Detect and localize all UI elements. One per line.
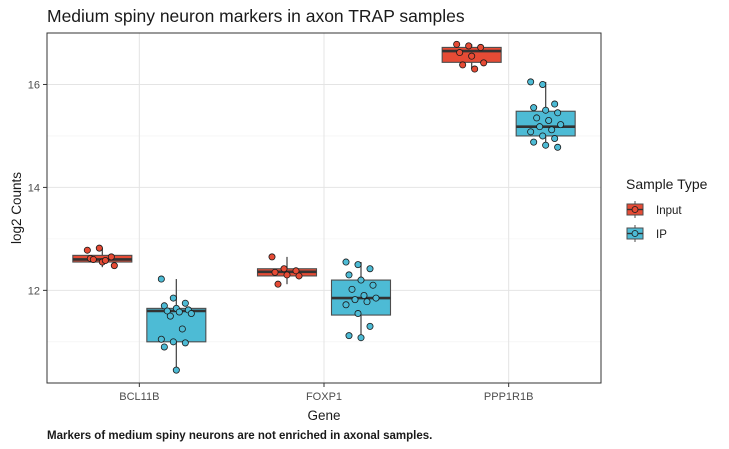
data-point xyxy=(363,298,371,306)
data-point xyxy=(169,338,177,346)
data-point xyxy=(357,334,365,342)
data-point xyxy=(480,59,488,67)
data-point xyxy=(530,138,538,146)
y-tick-label: 16 xyxy=(28,79,40,91)
data-point xyxy=(187,310,195,318)
data-point xyxy=(545,117,553,125)
legend-key-point xyxy=(631,206,639,213)
data-point xyxy=(551,100,559,108)
chart-caption: Markers of medium spiny neurons are not … xyxy=(47,430,433,442)
data-point xyxy=(459,61,467,69)
data-point xyxy=(89,255,97,263)
data-point xyxy=(453,40,461,48)
data-point xyxy=(83,246,91,254)
data-point xyxy=(181,339,189,347)
data-point xyxy=(110,262,118,270)
data-point xyxy=(283,271,291,279)
data-point xyxy=(530,104,538,112)
data-point xyxy=(468,52,476,60)
legend-label-input: Input xyxy=(656,205,682,217)
data-point xyxy=(280,265,288,273)
legend-key-point xyxy=(631,230,639,237)
data-point xyxy=(548,126,556,134)
data-point xyxy=(366,265,374,273)
data-point xyxy=(527,78,535,86)
data-point xyxy=(172,366,180,374)
data-point xyxy=(342,258,350,266)
data-point xyxy=(166,312,174,320)
data-point xyxy=(360,291,368,299)
legend-label-ip: IP xyxy=(656,229,667,241)
data-point xyxy=(536,123,544,131)
data-point xyxy=(274,280,282,288)
data-point xyxy=(163,307,171,315)
data-point xyxy=(351,296,359,304)
data-point xyxy=(157,275,165,283)
data-point xyxy=(268,253,276,261)
data-point xyxy=(554,143,562,151)
data-point xyxy=(456,49,464,57)
y-tick-label: 12 xyxy=(28,285,40,297)
y-axis-label: log2 Counts xyxy=(9,172,24,244)
data-point xyxy=(101,256,109,264)
data-point xyxy=(354,310,362,318)
x-tick-label: PPP1R1B xyxy=(484,391,534,403)
data-point xyxy=(372,294,380,302)
data-point xyxy=(471,65,479,73)
data-point xyxy=(354,261,362,269)
x-axis-label: Gene xyxy=(307,408,340,423)
data-point xyxy=(169,294,177,302)
data-point xyxy=(557,121,565,129)
data-point xyxy=(366,322,374,330)
data-point xyxy=(157,335,165,343)
data-point xyxy=(342,301,350,309)
data-point xyxy=(542,141,550,149)
data-point xyxy=(348,285,356,293)
data-point xyxy=(175,308,183,316)
data-point xyxy=(533,114,541,122)
data-point xyxy=(271,268,279,276)
data-point xyxy=(292,267,300,275)
box-ip-bcl11b xyxy=(146,307,207,343)
data-point xyxy=(107,253,115,261)
box-ip-ppp1r1b xyxy=(515,110,576,137)
data-point xyxy=(542,106,550,114)
data-point xyxy=(295,272,303,280)
data-point xyxy=(551,135,559,143)
chart-title: Medium spiny neuron markers in axon TRAP… xyxy=(47,6,465,26)
data-point xyxy=(465,42,473,50)
data-point xyxy=(369,281,377,289)
data-point xyxy=(539,80,547,88)
y-tick-label: 14 xyxy=(28,182,40,194)
x-tick-label: FOXP1 xyxy=(306,391,342,403)
data-point xyxy=(181,299,189,307)
data-point xyxy=(345,271,353,279)
x-tick-label: BCL11B xyxy=(119,391,159,403)
data-point xyxy=(345,332,353,340)
data-point xyxy=(554,109,562,117)
data-point xyxy=(527,128,535,136)
data-point xyxy=(178,325,186,333)
data-point xyxy=(160,302,168,310)
data-point xyxy=(160,343,168,351)
data-point xyxy=(477,43,485,51)
legend-title: Sample Type xyxy=(626,176,708,192)
data-point xyxy=(95,244,103,252)
data-point xyxy=(357,276,365,284)
data-point xyxy=(539,132,547,140)
